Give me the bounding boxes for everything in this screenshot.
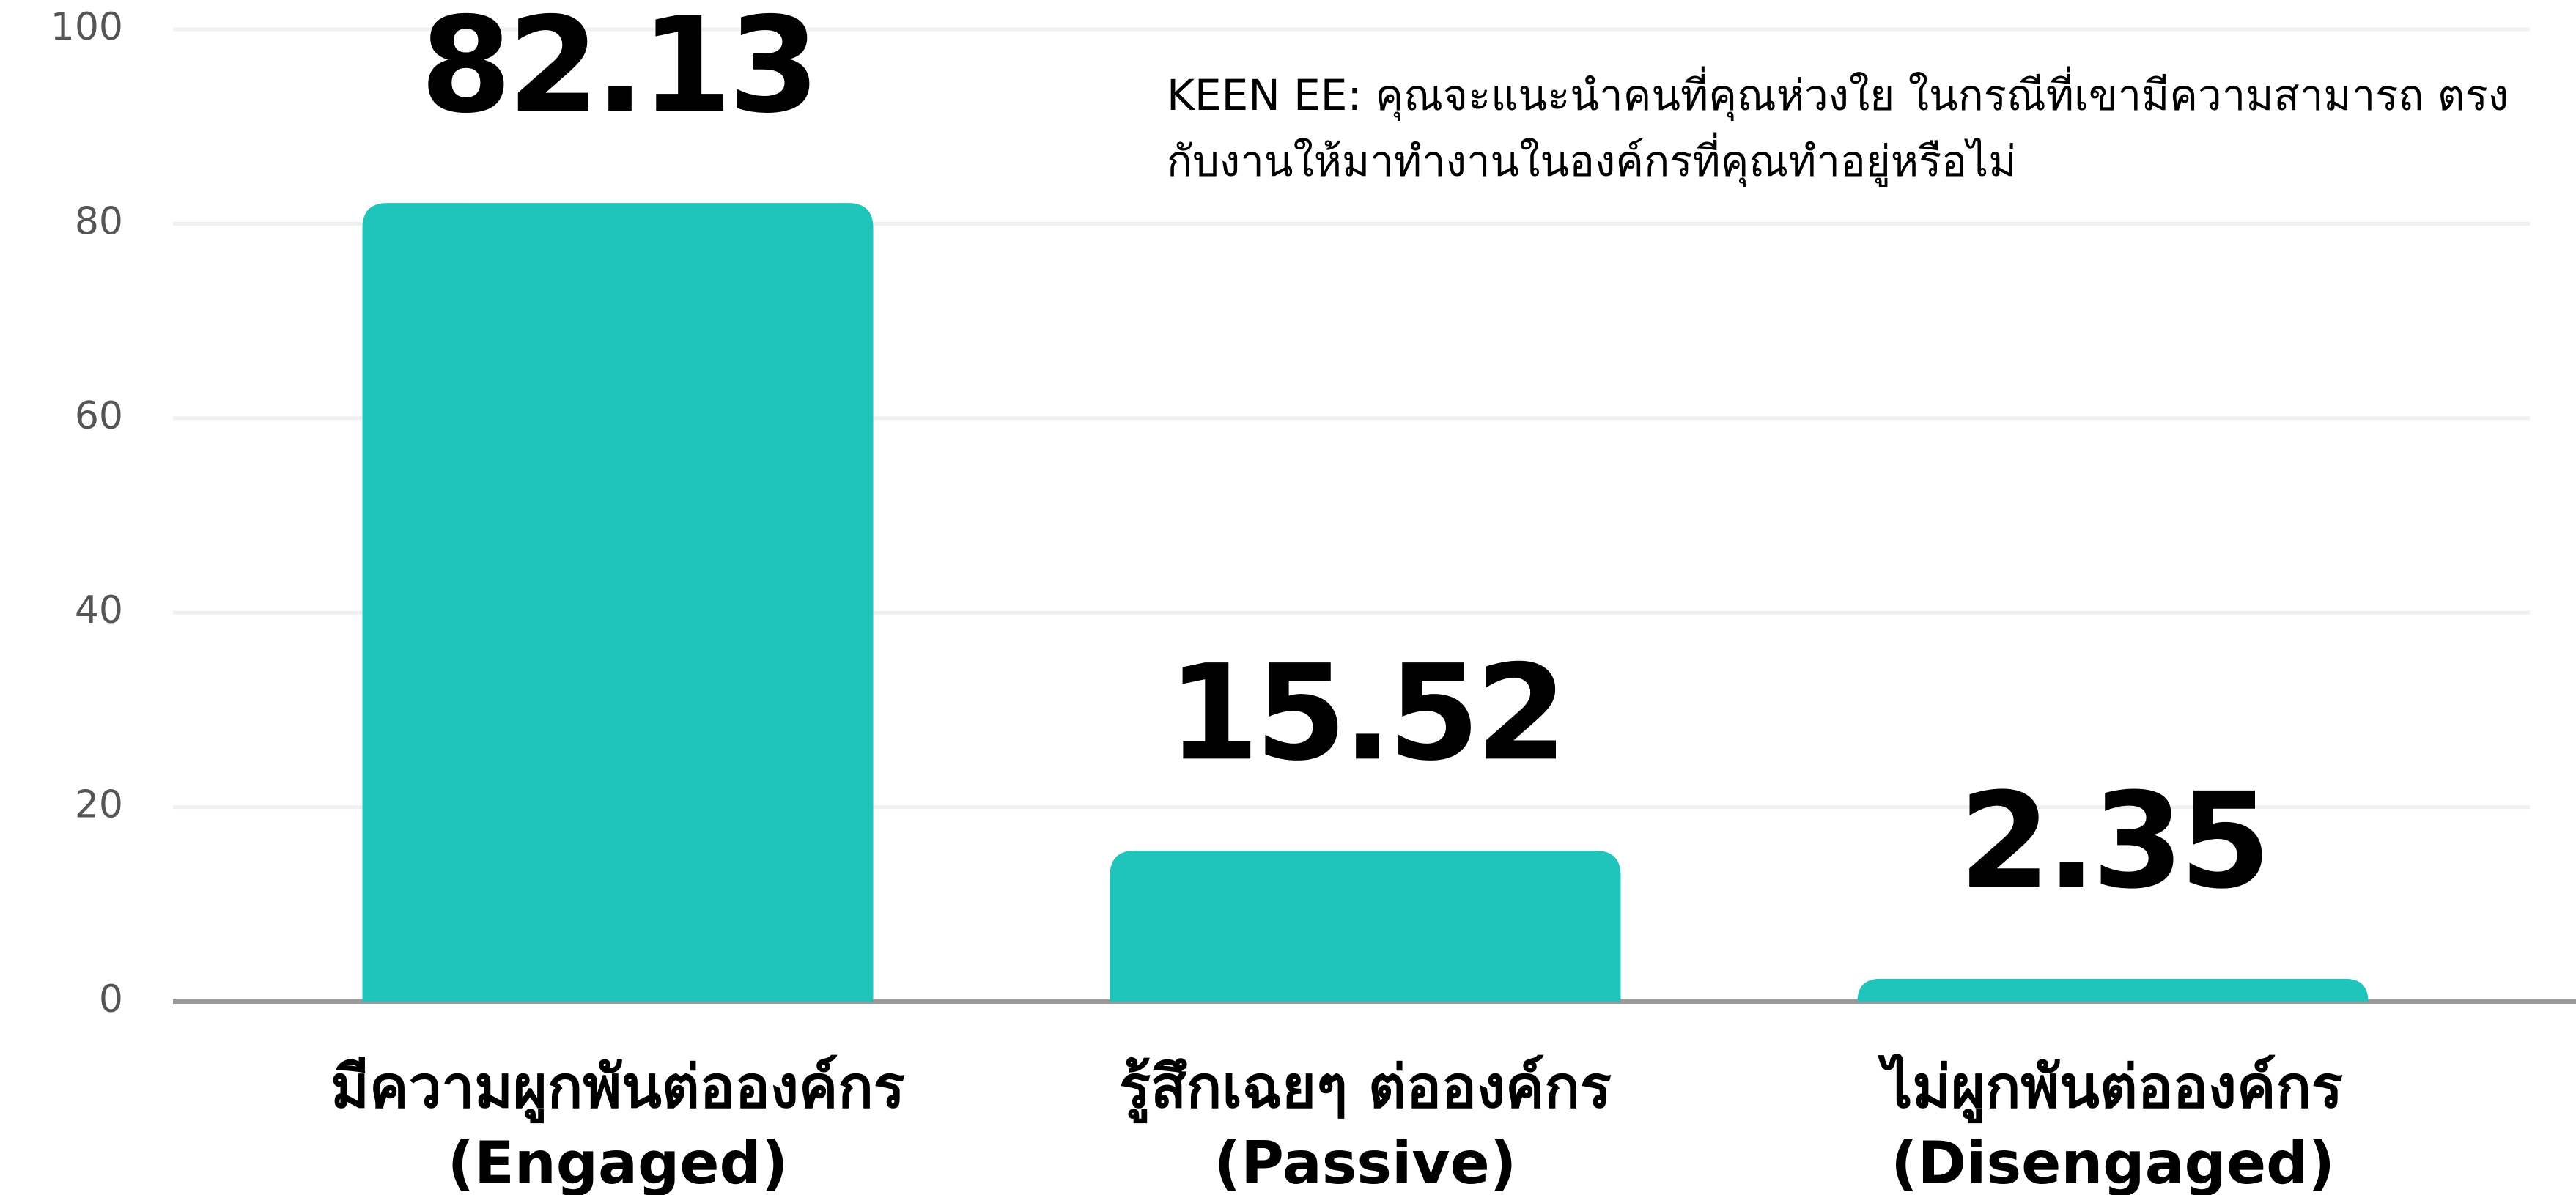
x-tick-label: มีความผูกพันต่อองค์กร (Engaged) [331, 1053, 905, 1195]
chart-title: KEEN EE: คุณจะแนะนำคนที่คุณห่วงใย ในกรณี… [1167, 70, 2509, 186]
x-tick-label: รู้สึกเฉยๆ ต่อองค์กร (Passive) [1119, 1053, 1612, 1195]
bar [362, 203, 874, 1002]
y-tick-label: 60 [75, 394, 123, 438]
y-tick-label: 40 [75, 588, 123, 632]
value-label: 82.13 [420, 0, 815, 142]
value-label: 2.35 [1959, 765, 2267, 918]
value-label: 15.52 [1167, 637, 1562, 790]
y-tick-label: 20 [75, 783, 123, 827]
y-tick-label: 0 [99, 977, 123, 1021]
y-tick-label: 100 [51, 5, 123, 49]
y-tick-label: 80 [75, 199, 123, 243]
bar [1110, 851, 1621, 1002]
x-tick-label: ไม่ผูกพันต่อองค์กร (Disengaged) [1883, 1053, 2343, 1195]
bar [1857, 978, 2369, 1002]
